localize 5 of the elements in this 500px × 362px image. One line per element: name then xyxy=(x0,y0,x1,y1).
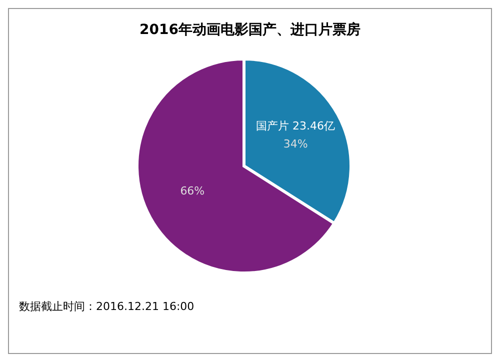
slice-label: 国产片 23.46亿 xyxy=(256,120,336,133)
text: 数据截止时间：2016.12.21 16:00 xyxy=(19,299,194,314)
data-label: 66% xyxy=(180,184,205,198)
data-label: 34% xyxy=(283,138,308,151)
chart-title: 2016年动画电影国产、进口片票房 xyxy=(138,21,362,40)
